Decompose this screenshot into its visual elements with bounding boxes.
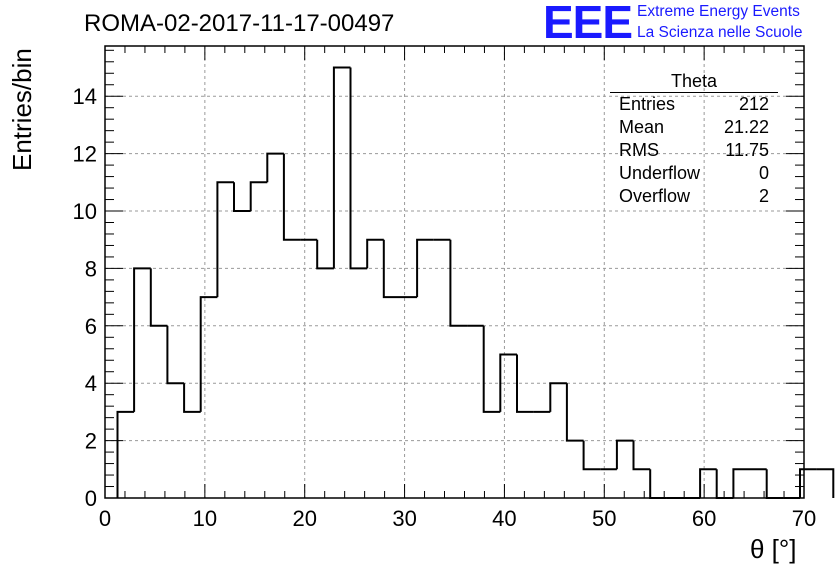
x-tick-label: 20 (292, 506, 316, 531)
stats-row-rms: RMS 11.75 (610, 139, 778, 162)
x-tick-label: 10 (193, 506, 217, 531)
chart-title: ROMA-02-2017-11-17-00497 (84, 10, 395, 37)
x-axis-label: θ [°] (750, 534, 797, 564)
histogram-bin (799, 468, 817, 498)
y-tick-label: 14 (73, 84, 97, 109)
histogram-bin (765, 469, 784, 499)
histogram-bin (416, 238, 434, 298)
histogram-bin (449, 239, 468, 327)
eee-logo: EEE (543, 0, 633, 48)
histogram-bin (615, 439, 634, 470)
y-tick-label: 12 (73, 142, 97, 167)
histogram-bin (732, 468, 750, 498)
stats-label: RMS (619, 140, 659, 160)
stats-value: 212 (738, 94, 769, 114)
stats-row-underflow: Underflow 0 (610, 162, 778, 185)
histogram-bin (266, 152, 284, 183)
histogram-bin (382, 239, 401, 299)
y-tick-label: 4 (85, 371, 97, 396)
histogram-bin (183, 383, 201, 413)
stats-value: 2 (758, 186, 769, 206)
x-tick-label: 40 (492, 506, 516, 531)
histogram-bin (699, 468, 717, 498)
histogram-bin (632, 440, 651, 471)
histogram-bin (282, 153, 301, 241)
stats-label: Underflow (619, 163, 701, 183)
x-tick-label: 50 (592, 506, 616, 531)
x-tick-label: 0 (99, 506, 111, 531)
histogram-bin (166, 325, 185, 385)
stats-row-entries: Entries 212 (610, 93, 778, 116)
histogram-bin (482, 325, 501, 413)
stats-label: Mean (619, 117, 665, 137)
histogram-bin (116, 410, 135, 498)
stats-value: 21.22 (723, 117, 769, 137)
histogram-bin (216, 181, 234, 298)
histogram-bin (349, 67, 368, 270)
stats-value: 11.75 (725, 140, 769, 160)
y-tick-label: 6 (85, 314, 97, 339)
x-tick-label: 70 (792, 506, 816, 531)
stats-row-overflow: Overflow 2 (610, 185, 778, 208)
histogram-bin (233, 182, 251, 212)
histogram-bin (715, 469, 734, 499)
histogram-bin (249, 181, 268, 211)
stats-value: 0 (758, 163, 769, 183)
stats-label: Entries (619, 94, 676, 114)
logo-line-2: La Scienza nelle Scuole (637, 24, 803, 41)
x-tick-label: 60 (692, 506, 716, 531)
histogram-bin (149, 268, 168, 327)
stats-label: Overflow (619, 186, 691, 206)
stats-title: Theta (610, 70, 778, 93)
histogram-bin (499, 353, 517, 412)
x-tick-label: 30 (392, 506, 416, 531)
histogram-bin (366, 238, 384, 269)
histogram-bin (516, 354, 534, 413)
histogram-bin (816, 468, 835, 498)
stats-row-mean: Mean 21.22 (610, 116, 778, 139)
histogram-bin (199, 296, 218, 412)
y-tick-label: 2 (85, 429, 97, 454)
logo-line-1: Extreme Energy Events (637, 3, 800, 20)
histogram-bin (316, 239, 334, 270)
histogram-bin (565, 383, 584, 442)
histogram-bin (133, 267, 151, 412)
y-tick-label: 10 (73, 199, 97, 224)
histogram-bin (332, 66, 351, 269)
y-tick-label: 8 (85, 256, 97, 281)
y-tick-label: 0 (85, 486, 97, 511)
histogram-bin (549, 382, 567, 412)
plot-frame (104, 45, 805, 499)
y-axis-label: Entries/bin (7, 48, 37, 171)
histogram-bin (582, 440, 601, 471)
stats-box: Theta Entries 212 Mean 21.22 RMS 11.75 U… (610, 70, 778, 208)
